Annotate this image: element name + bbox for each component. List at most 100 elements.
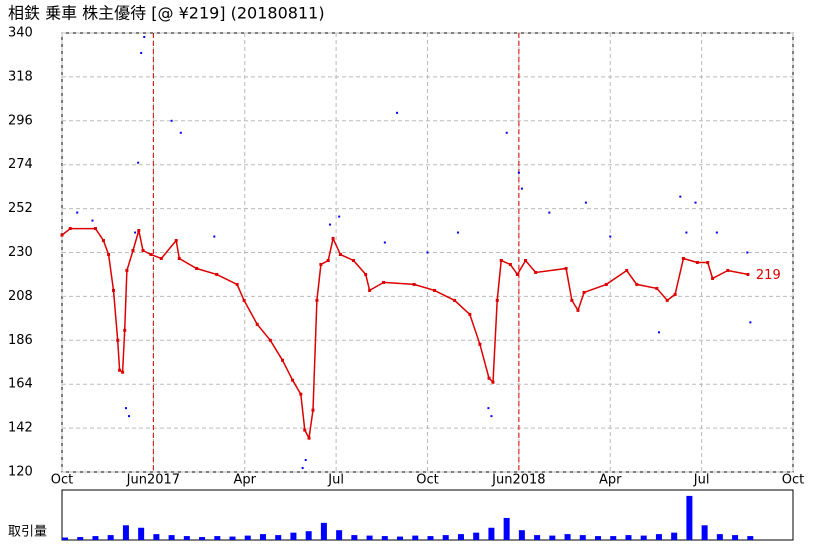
- dot: [329, 223, 332, 226]
- dot: [456, 231, 459, 234]
- volume-bar: [503, 517, 510, 540]
- price-line: [61, 227, 749, 441]
- y-tick-label: 296: [8, 113, 33, 128]
- x-tick-label: Jun2017: [126, 473, 180, 488]
- point: [351, 258, 355, 262]
- point: [478, 342, 482, 346]
- dot: [609, 235, 612, 238]
- dot: [134, 231, 137, 234]
- point: [121, 370, 125, 374]
- volume-bar: [671, 532, 678, 540]
- point: [101, 239, 105, 243]
- y-tick-label: 142: [8, 421, 33, 436]
- dot: [338, 215, 341, 218]
- dot: [584, 201, 587, 204]
- volume-bar: [625, 535, 632, 540]
- point: [307, 436, 311, 440]
- point: [268, 338, 272, 342]
- volume-label: 取引量: [8, 525, 47, 540]
- volume-bar: [610, 536, 617, 540]
- volume-bar: [77, 537, 84, 540]
- volume-bar: [655, 534, 662, 540]
- point: [625, 268, 629, 272]
- volume-bar: [427, 536, 434, 540]
- point: [711, 276, 715, 280]
- point: [303, 428, 307, 432]
- point: [331, 237, 335, 241]
- point: [412, 282, 416, 286]
- x-tick-label: Oct: [416, 473, 438, 488]
- point: [291, 378, 295, 382]
- dot: [179, 131, 182, 134]
- point: [195, 266, 199, 270]
- point: [281, 358, 285, 362]
- volume-bar: [397, 536, 404, 540]
- volume-bar: [518, 530, 525, 540]
- point: [131, 249, 135, 253]
- dot: [490, 415, 493, 418]
- point: [125, 268, 129, 272]
- volume-bar: [747, 536, 754, 540]
- point: [499, 258, 503, 262]
- point: [149, 252, 153, 256]
- x-tick-label: Oct: [51, 473, 73, 488]
- dot: [170, 119, 173, 122]
- point: [315, 298, 319, 302]
- x-tick-label: Apr: [599, 473, 622, 488]
- volume-bar: [214, 536, 221, 540]
- point: [433, 288, 437, 292]
- volume-bar: [579, 535, 586, 540]
- point: [107, 252, 111, 256]
- x-tick-label: Apr: [234, 473, 257, 488]
- volume-bar: [107, 535, 114, 540]
- point: [746, 272, 750, 276]
- dot: [301, 467, 304, 470]
- volume-bar: [62, 537, 68, 540]
- volume-bar: [259, 534, 266, 540]
- dot: [91, 219, 94, 222]
- volume-bar: [366, 535, 373, 540]
- point: [665, 298, 669, 302]
- point: [177, 256, 181, 260]
- volume-bar: [473, 532, 480, 540]
- volume-bar: [290, 532, 297, 540]
- y-tick-label: 208: [8, 289, 33, 304]
- volume-bar: [457, 534, 464, 540]
- point: [111, 288, 115, 292]
- point: [706, 260, 710, 264]
- x-tick-label: Jul: [327, 473, 344, 488]
- point: [515, 272, 519, 276]
- point: [311, 408, 315, 412]
- point: [576, 308, 580, 312]
- point: [255, 322, 259, 326]
- dot: [304, 459, 307, 462]
- y-tick-label: 120: [8, 465, 33, 480]
- dot: [746, 251, 749, 254]
- chart-title: 相鉄 乗車 株主優待 [@ ¥219] (20180811): [8, 4, 325, 23]
- y-tick-label: 230: [8, 245, 33, 260]
- dot: [657, 331, 660, 334]
- volume-bar: [244, 535, 251, 540]
- dot: [137, 161, 140, 164]
- dot: [679, 195, 682, 198]
- x-tick-label: Oct: [782, 473, 804, 488]
- dot: [383, 241, 386, 244]
- point: [116, 338, 120, 342]
- point: [242, 298, 246, 302]
- dot: [505, 131, 508, 134]
- y-tick-label: 274: [8, 157, 33, 172]
- y-tick-label: 164: [8, 377, 33, 392]
- point: [123, 328, 127, 332]
- y-tick-label: 186: [8, 333, 33, 348]
- point: [60, 233, 64, 237]
- point: [534, 270, 538, 274]
- point: [326, 258, 330, 262]
- x-tick-label: Jul: [693, 473, 710, 488]
- point: [524, 258, 528, 262]
- volume-bar: [275, 535, 282, 540]
- point: [364, 272, 368, 276]
- volume-bar: [92, 536, 99, 540]
- point: [299, 392, 303, 396]
- point: [695, 260, 699, 264]
